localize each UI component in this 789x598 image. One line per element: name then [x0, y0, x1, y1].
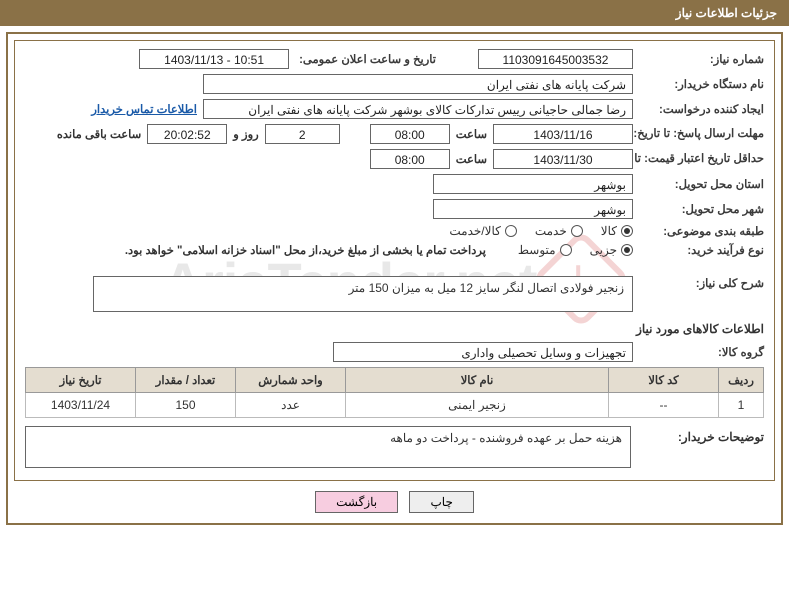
- print-button[interactable]: چاپ: [409, 491, 473, 513]
- announce-date-field: 1403/11/13 - 10:51: [139, 49, 289, 69]
- radio-goods-service-label: کالا/خدمت: [449, 224, 500, 238]
- goods-group-label: گروه کالا:: [639, 345, 764, 359]
- buyer-org-label: نام دستگاه خریدار:: [639, 77, 764, 91]
- deadline-time-label: ساعت: [456, 127, 487, 141]
- delivery-province-field: بوشهر: [433, 174, 633, 194]
- category-radio-group: کالا خدمت کالا/خدمت: [449, 224, 633, 238]
- requester-field: رضا جمالی حاجیانی رییس تدارکات کالای بوش…: [203, 99, 633, 119]
- th-code: کد کالا: [609, 368, 719, 393]
- purchase-note: پرداخت تمام یا بخشی از مبلغ خرید،از محل …: [125, 243, 486, 257]
- cell-qty: 150: [136, 393, 236, 418]
- deadline-label: مهلت ارسال پاسخ: تا تاریخ:: [639, 128, 764, 140]
- validity-time-field: 08:00: [370, 149, 450, 169]
- cell-row: 1: [719, 393, 764, 418]
- radio-goods-service[interactable]: [505, 225, 517, 237]
- time-remaining-label: ساعت باقی مانده: [57, 127, 141, 141]
- button-row: چاپ بازگشت: [14, 491, 775, 513]
- radio-partial-label: جزیی: [590, 243, 617, 257]
- page-header: جزئیات اطلاعات نیاز: [0, 0, 789, 26]
- th-row: ردیف: [719, 368, 764, 393]
- category-label: طبقه بندی موضوعی:: [639, 224, 764, 238]
- validity-time-label: ساعت: [456, 152, 487, 166]
- radio-goods[interactable]: [621, 225, 633, 237]
- cell-name: زنجیر ایمنی: [346, 393, 609, 418]
- items-table: ردیف کد کالا نام کالا واحد شمارش تعداد /…: [25, 367, 764, 418]
- th-unit: واحد شمارش: [236, 368, 346, 393]
- delivery-city-field: بوشهر: [433, 199, 633, 219]
- need-number-field: 1103091645003532: [478, 49, 633, 69]
- purchase-type-radio-group: جزیی متوسط: [518, 243, 633, 257]
- radio-partial[interactable]: [621, 244, 633, 256]
- table-row: 1 -- زنجیر ایمنی عدد 150 1403/11/24: [26, 393, 764, 418]
- validity-date-field: 1403/11/30: [493, 149, 633, 169]
- radio-service-label: خدمت: [535, 224, 567, 238]
- general-desc-label: شرح کلی نیاز:: [639, 276, 764, 290]
- cell-code: --: [609, 393, 719, 418]
- validity-label: حداقل تاریخ اعتبار قیمت: تا تاریخ:: [639, 153, 764, 165]
- days-and-label: روز و: [233, 127, 258, 141]
- inner-frame: شماره نیاز: 1103091645003532 تاریخ و ساع…: [14, 40, 775, 481]
- announce-date-label: تاریخ و ساعت اعلان عمومی:: [295, 52, 436, 66]
- delivery-city-label: شهر محل تحویل:: [639, 202, 764, 216]
- general-desc-field: زنجیر فولادی اتصال لنگر سایز 12 میل به م…: [93, 276, 633, 312]
- th-name: نام کالا: [346, 368, 609, 393]
- th-qty: تعداد / مقدار: [136, 368, 236, 393]
- delivery-province-label: استان محل تحویل:: [639, 177, 764, 191]
- radio-service[interactable]: [571, 225, 583, 237]
- deadline-time-field: 08:00: [370, 124, 450, 144]
- purchase-type-label: نوع فرآیند خرید:: [639, 243, 764, 257]
- th-date: تاریخ نیاز: [26, 368, 136, 393]
- deadline-date-field: 1403/11/16: [493, 124, 633, 144]
- buyer-org-field: شرکت پایانه های نفتی ایران: [203, 74, 633, 94]
- radio-medium-label: متوسط: [518, 243, 556, 257]
- buyer-notes-label: توضیحات خریدار:: [639, 426, 764, 468]
- outer-frame: شماره نیاز: 1103091645003532 تاریخ و ساع…: [6, 32, 783, 525]
- requester-label: ایجاد کننده درخواست:: [639, 102, 764, 116]
- back-button[interactable]: بازگشت: [315, 491, 398, 513]
- buyer-contact-link[interactable]: اطلاعات تماس خریدار: [91, 102, 197, 116]
- goods-group-field: تجهیزات و وسایل تحصیلی واداری: [333, 342, 633, 362]
- cell-date: 1403/11/24: [26, 393, 136, 418]
- page-title: جزئیات اطلاعات نیاز: [676, 6, 777, 20]
- radio-goods-label: کالا: [601, 224, 617, 238]
- cell-unit: عدد: [236, 393, 346, 418]
- days-remaining-field: 2: [265, 124, 340, 144]
- buyer-notes-field: هزینه حمل بر عهده فروشنده - پرداخت دو ما…: [25, 426, 631, 468]
- need-number-label: شماره نیاز:: [639, 52, 764, 66]
- goods-info-title: اطلاعات کالاهای مورد نیاز: [25, 322, 764, 336]
- radio-medium[interactable]: [560, 244, 572, 256]
- time-remaining-field: 20:02:52: [147, 124, 227, 144]
